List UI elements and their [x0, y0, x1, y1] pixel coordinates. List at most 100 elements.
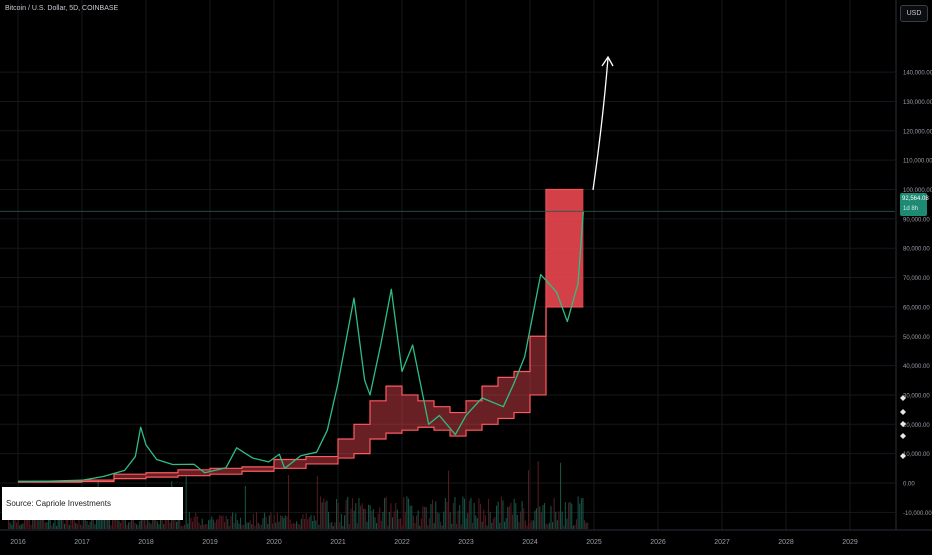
volume-bar [200, 525, 202, 529]
volume-bar [75, 522, 77, 529]
volume-bar [305, 513, 307, 529]
volume-bar [100, 514, 102, 529]
volume-bar [248, 522, 250, 529]
volume-bar [387, 525, 389, 529]
currency-button[interactable]: USD [900, 5, 928, 22]
volume-bar [484, 515, 486, 529]
volume-bar [236, 520, 238, 529]
volume-bar [92, 513, 94, 529]
volume-bar [40, 512, 42, 529]
volume-bar [524, 520, 526, 529]
volume-bar [492, 518, 494, 529]
volume-bar [219, 515, 221, 529]
volume-bar [379, 507, 381, 529]
volume-bar [72, 519, 74, 529]
volume-bar [217, 519, 219, 529]
volume-bar [384, 498, 386, 529]
x-tick-label: 2029 [842, 539, 858, 546]
band-lower-edge [18, 306, 584, 483]
volume-bar [353, 510, 355, 529]
volume-bar [126, 524, 128, 529]
volume-bar [411, 505, 413, 529]
y-tick-label: 90,000.00 [903, 217, 930, 223]
volume-bar [473, 502, 475, 529]
volume-bar [267, 524, 269, 529]
volume-bar [569, 501, 571, 529]
volume-bar [566, 518, 568, 529]
volume-bar [329, 523, 331, 529]
volume-bar [145, 524, 147, 529]
volume-bar [283, 518, 285, 529]
volume-bar [300, 518, 302, 529]
volume-bar [32, 513, 34, 529]
volume-bar [585, 522, 587, 529]
volume-bar [339, 522, 341, 529]
volume-bar [273, 514, 275, 529]
volume-bar [507, 507, 509, 529]
volume-bar [441, 525, 443, 529]
volume-bar [62, 513, 64, 529]
volume-bar [582, 497, 584, 529]
volume-bar [540, 511, 542, 529]
volume-bar [307, 519, 309, 529]
volume-bar [16, 522, 18, 529]
volume-bar [432, 499, 434, 529]
volume-bar [312, 521, 314, 529]
volume-bar [513, 498, 515, 529]
volume-bar [286, 516, 288, 529]
volume-bar [483, 509, 485, 529]
volume-bar [272, 523, 274, 529]
y-tick-label: 10,000.00 [903, 452, 930, 458]
volume-bar [481, 521, 483, 529]
volume-bar [369, 505, 371, 529]
volume-bar [414, 522, 416, 529]
volume-bar [385, 496, 387, 529]
volume-bar [227, 519, 229, 529]
axis-event-marker [900, 409, 906, 415]
volume-bar [324, 502, 326, 529]
volume-bar [281, 516, 283, 529]
volume-bar [444, 497, 446, 529]
volume-bar [512, 514, 514, 529]
volume-bar [268, 515, 270, 529]
projection-arrowhead [601, 55, 614, 67]
volume-bar [270, 512, 272, 529]
volume-bar [502, 500, 504, 529]
volume-bar [337, 503, 339, 529]
volume-bar [80, 524, 82, 529]
volume-bar [488, 498, 490, 529]
volume-bar [326, 500, 328, 529]
volume-bar [380, 520, 382, 529]
volume-bar [536, 508, 538, 529]
volume-bar [294, 523, 296, 529]
volume-bar [571, 503, 573, 529]
volume-bar [320, 496, 322, 529]
volume-bar [134, 522, 136, 529]
x-tick-label: 2021 [330, 539, 346, 546]
band-current-zone [546, 189, 584, 307]
volume-bar [561, 511, 563, 529]
volume-bar [156, 521, 158, 529]
volume-bar [73, 519, 75, 529]
volume-bar [244, 485, 246, 529]
volume-bar [467, 513, 469, 529]
volume-bar [91, 519, 93, 529]
volume-bar [36, 519, 38, 529]
volume-bar [470, 497, 472, 529]
volume-bar [222, 515, 224, 529]
volume-bar [452, 502, 454, 529]
chart-title: Bitcoin / U.S. Dollar, 5D, COINBASE [5, 5, 119, 12]
volume-bar [64, 523, 66, 529]
volume-bar [56, 525, 58, 529]
volume-bar [9, 522, 11, 529]
volume-bar [148, 522, 150, 529]
volume-bar [451, 523, 453, 529]
volume-bar [555, 511, 557, 529]
volume-bar [54, 515, 56, 529]
volume-bar [259, 524, 261, 529]
volume-bar [254, 525, 256, 529]
volume-bar [144, 512, 146, 529]
volume-bar [547, 524, 549, 529]
volume-bar [158, 524, 160, 529]
